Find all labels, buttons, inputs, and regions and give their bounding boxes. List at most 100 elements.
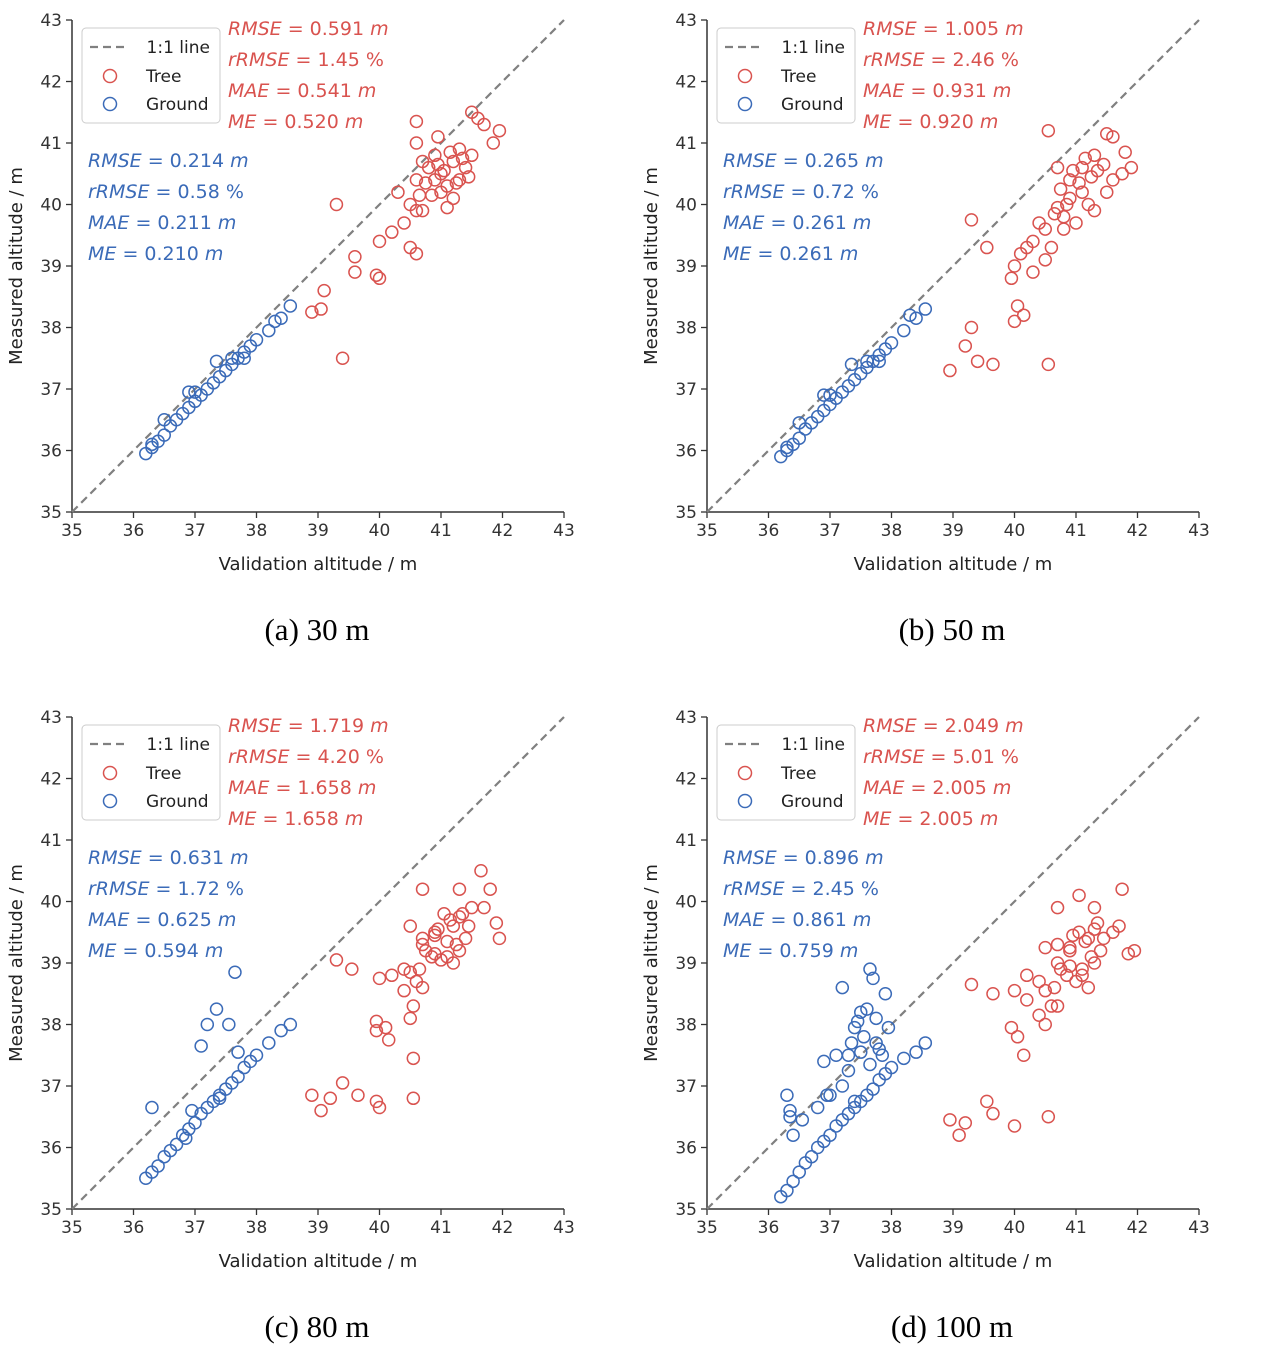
y-tick-label: 43: [675, 11, 697, 31]
y-axis-title: Measured altitude / m: [6, 864, 27, 1062]
tree-point: [329, 197, 344, 212]
x-tick-label: 42: [1127, 1218, 1149, 1238]
x-tick-label: 39: [307, 521, 329, 541]
tree-point: [1013, 246, 1028, 261]
legend: 1:1 line Tree Ground: [716, 27, 856, 124]
legend-label-ground: Ground: [781, 792, 844, 812]
tree-point: [1063, 940, 1077, 955]
y-tick-label: 43: [40, 708, 62, 728]
ground-stat-1: rRMSE = 1.72 %: [88, 878, 244, 900]
ground-point: [231, 1045, 245, 1059]
tree-point: [428, 173, 442, 187]
y-tick-label: 36: [40, 442, 62, 462]
panel-b: 35 35 36 36 37 37 38 38 39 39 40 40 41 41 42 42 43 43 Vali…: [635, 0, 1269, 674]
tree-point: [986, 987, 1000, 1001]
ground-point: [182, 385, 196, 399]
x-tick-label: 40: [1004, 1218, 1026, 1238]
tree-stat-2: MAE = 0.541 m: [228, 80, 376, 102]
x-tick-label: 43: [1188, 521, 1210, 541]
tree-point: [372, 234, 387, 249]
ground-point: [780, 440, 794, 455]
x-tick-label: 35: [696, 521, 718, 541]
tree-point: [1081, 931, 1096, 946]
tree-point: [381, 1033, 396, 1047]
ground-point: [872, 1042, 886, 1056]
tree-point: [1004, 271, 1019, 286]
tree-point: [431, 922, 445, 936]
tree-point: [369, 1094, 384, 1109]
tree-point: [428, 947, 442, 961]
x-tick-label: 40: [1004, 521, 1026, 541]
legend-ground-marker: [737, 96, 753, 112]
tree-point: [446, 919, 461, 933]
tree-point: [406, 999, 421, 1013]
tree-point: [409, 974, 424, 989]
tree-point: [1087, 203, 1102, 218]
ground-point: [283, 1017, 298, 1032]
ground-point: [262, 1036, 276, 1050]
tree-point: [1118, 145, 1132, 159]
ground-point: [884, 1060, 899, 1075]
y-tick-label: 37: [675, 380, 697, 400]
series-ground: [774, 962, 933, 1204]
tree-point: [970, 354, 985, 369]
tree-point: [1010, 299, 1025, 313]
tree-point: [1032, 974, 1046, 989]
tree-point: [1106, 925, 1120, 939]
ground-stat-3: ME = 0.210 m: [88, 243, 223, 265]
ground-point: [810, 1100, 825, 1115]
tree-point: [1096, 931, 1111, 946]
tree-point: [1038, 253, 1052, 267]
legend-box: [81, 724, 221, 821]
legend-label-tree: Tree: [145, 67, 181, 87]
tree-point: [431, 130, 445, 144]
ground-point: [188, 385, 202, 399]
tree-point: [351, 1088, 365, 1102]
x-axis-title: Validation altitude / m: [854, 554, 1053, 575]
series-ground: [774, 302, 933, 464]
legend-label-ground: Ground: [146, 95, 209, 115]
tree-point: [348, 265, 362, 279]
ground-point: [212, 1091, 227, 1106]
legend-box: [716, 27, 856, 124]
tree-stat-2: MAE = 0.931 m: [863, 80, 1011, 102]
tree-point: [369, 1023, 384, 1038]
tree-point: [1075, 968, 1089, 983]
y-tick-label: 41: [675, 831, 697, 851]
tree-point: [489, 916, 504, 930]
y-tick-label: 37: [40, 1077, 62, 1097]
tree-point: [314, 302, 328, 316]
y-tick-label: 41: [40, 134, 62, 154]
ground-stat-3: ME = 0.759 m: [723, 940, 858, 962]
legend-label-tree: Tree: [780, 67, 816, 87]
ground-point: [792, 431, 806, 445]
tree-stat-3: ME = 1.658 m: [228, 808, 363, 830]
legend-label-tree: Tree: [780, 764, 816, 784]
tree-point: [446, 191, 461, 206]
ground-point: [869, 1011, 883, 1026]
ground-point: [847, 1020, 862, 1035]
ground-point: [823, 388, 837, 402]
tree-point: [1007, 983, 1022, 998]
ground-point: [857, 1030, 871, 1044]
tree-point: [1078, 934, 1092, 949]
ground-point: [145, 437, 159, 452]
ground-point: [820, 1088, 834, 1102]
legend-label-line: 1:1 line: [147, 735, 210, 755]
tree-point: [986, 357, 1000, 372]
tree-point: [943, 363, 957, 378]
legend-label-ground: Ground: [146, 792, 209, 812]
tree-point: [1106, 130, 1120, 144]
ground-point: [786, 1174, 800, 1189]
tree-point: [372, 971, 387, 986]
ground-stat-1: rRMSE = 0.72 %: [723, 181, 879, 203]
tree-point: [980, 240, 994, 255]
ground-stat-1: rRMSE = 0.58 %: [88, 181, 244, 203]
tree-point: [958, 339, 973, 353]
tree-stat-2: MAE = 2.005 m: [863, 777, 1011, 799]
ground-point: [145, 1100, 159, 1115]
ground-point: [884, 336, 899, 350]
ground-point: [268, 314, 282, 329]
tree-point: [1072, 925, 1086, 939]
